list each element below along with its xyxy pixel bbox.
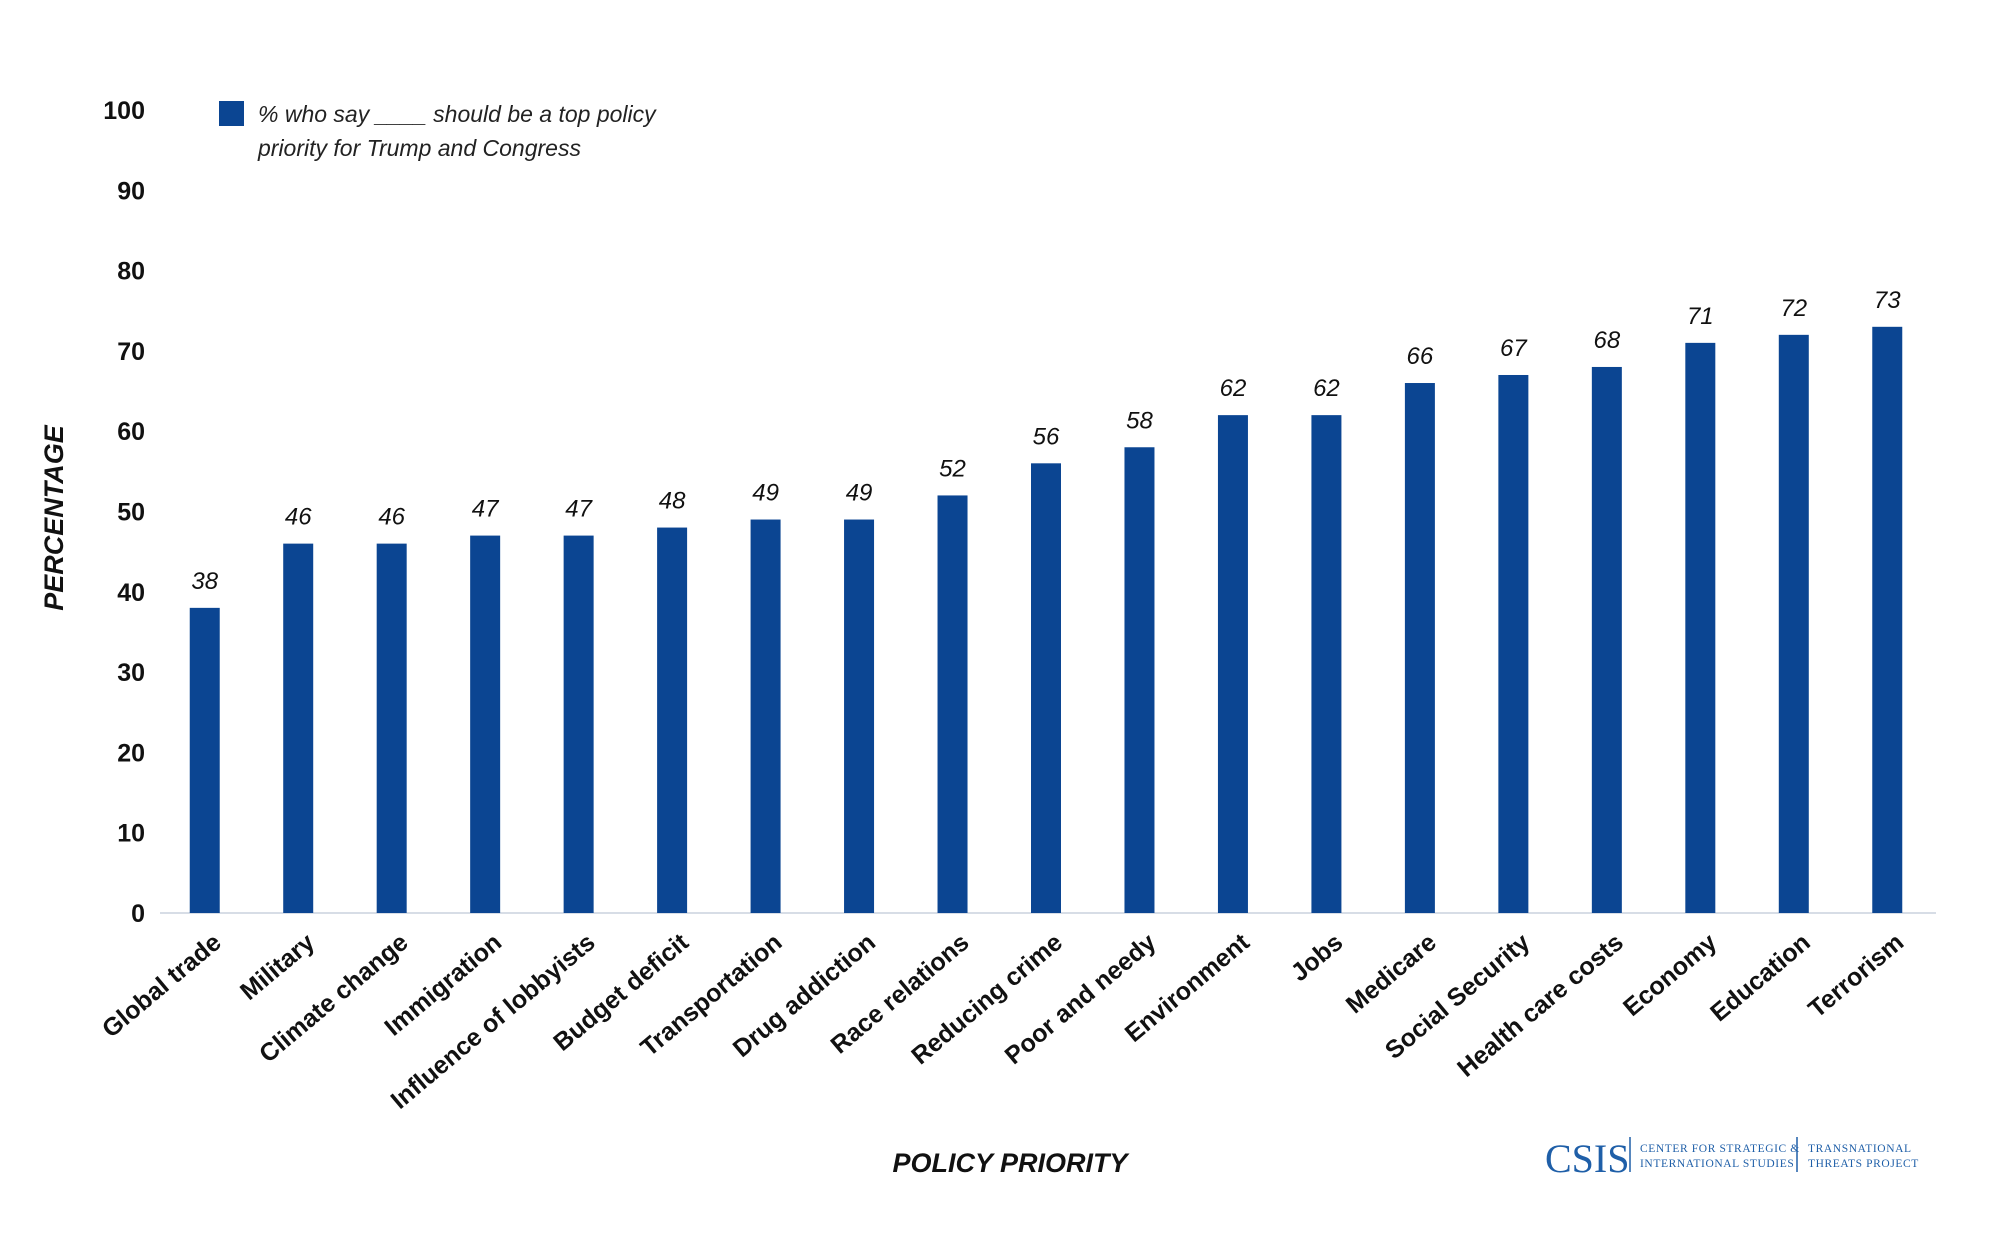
data-label: 48 bbox=[659, 488, 686, 515]
bar bbox=[1124, 447, 1155, 913]
y-axis-title: PERCENTAGE bbox=[39, 424, 69, 611]
logo-text-line-3: TRANSNATIONAL bbox=[1808, 1143, 1912, 1155]
y-tick-label: 40 bbox=[117, 579, 145, 607]
bar bbox=[376, 543, 407, 913]
y-tick-label: 70 bbox=[117, 338, 145, 366]
data-label: 49 bbox=[846, 480, 873, 507]
data-label: 47 bbox=[472, 496, 500, 523]
x-tick-label: Terrorism bbox=[1803, 928, 1909, 1023]
y-tick-label: 0 bbox=[131, 900, 145, 928]
y-tick-label: 30 bbox=[117, 659, 145, 687]
bar bbox=[1217, 415, 1248, 913]
data-label: 62 bbox=[1313, 375, 1340, 402]
x-axis-title: POLICY PRIORITY bbox=[892, 1148, 1130, 1178]
logo-text-line-2: INTERNATIONAL STUDIES bbox=[1640, 1158, 1794, 1170]
x-tick-label: Health care costs bbox=[1452, 928, 1629, 1083]
bar bbox=[1031, 463, 1061, 913]
bar bbox=[470, 535, 501, 913]
y-tick-label: 60 bbox=[117, 418, 145, 446]
bar bbox=[844, 519, 875, 913]
data-label: 72 bbox=[1780, 295, 1807, 322]
bar bbox=[283, 543, 314, 913]
legend: % who say ____ should be a top policy pr… bbox=[219, 101, 657, 161]
data-labels: 38 46 46 47 47 48 49 49 52 56 58 62 62 66 67 68 71 72 73 bbox=[191, 287, 1901, 595]
y-tick-label: 80 bbox=[117, 258, 145, 286]
data-label: 52 bbox=[939, 455, 966, 482]
csis-logo: CSIS CENTER FOR STRATEGIC & INTERNATIONA… bbox=[1545, 1136, 1919, 1181]
y-axis: 0 10 20 30 40 50 60 70 80 90 100 bbox=[103, 97, 145, 928]
legend-swatch bbox=[219, 101, 244, 126]
x-tick-label: Jobs bbox=[1286, 928, 1349, 987]
y-tick-label: 50 bbox=[117, 499, 145, 527]
x-tick-label: Military bbox=[235, 928, 320, 1006]
y-tick-label: 90 bbox=[117, 177, 145, 205]
bar bbox=[1404, 383, 1435, 913]
data-label: 73 bbox=[1874, 287, 1901, 314]
x-tick-label: Education bbox=[1705, 928, 1816, 1027]
bar bbox=[1872, 326, 1903, 913]
legend-label-line-2: priority for Trump and Congress bbox=[257, 135, 581, 161]
logo-wordmark: CSIS bbox=[1545, 1136, 1630, 1181]
bar bbox=[750, 519, 781, 913]
bar bbox=[657, 527, 688, 913]
logo-text-line-4: THREATS PROJECT bbox=[1808, 1158, 1919, 1170]
data-label: 46 bbox=[285, 504, 312, 531]
data-label: 56 bbox=[1033, 423, 1060, 450]
y-tick-label: 100 bbox=[103, 97, 145, 125]
bar bbox=[189, 607, 220, 913]
data-label: 58 bbox=[1126, 407, 1153, 434]
data-label: 68 bbox=[1593, 327, 1620, 354]
bar bbox=[1498, 374, 1529, 913]
bar bbox=[1311, 415, 1342, 913]
data-label: 66 bbox=[1407, 343, 1434, 370]
data-label: 67 bbox=[1500, 335, 1528, 362]
data-label: 47 bbox=[565, 496, 593, 523]
y-tick-label: 20 bbox=[117, 739, 145, 767]
bar bbox=[937, 495, 968, 913]
data-label: 46 bbox=[378, 504, 405, 531]
bar bbox=[1591, 366, 1622, 914]
y-tick-label: 10 bbox=[117, 820, 145, 848]
bar bbox=[1685, 342, 1716, 913]
logo-text-line-1: CENTER FOR STRATEGIC & bbox=[1640, 1143, 1800, 1155]
bar bbox=[1778, 334, 1809, 914]
bar bbox=[563, 535, 594, 913]
bars bbox=[189, 326, 1903, 914]
data-label: 71 bbox=[1687, 303, 1714, 330]
data-label: 62 bbox=[1220, 375, 1247, 402]
data-label: 49 bbox=[752, 480, 779, 507]
legend-label-line-1: % who say ____ should be a top policy bbox=[258, 101, 657, 127]
x-tick-label: Global trade bbox=[97, 928, 227, 1043]
data-label: 38 bbox=[191, 568, 218, 595]
